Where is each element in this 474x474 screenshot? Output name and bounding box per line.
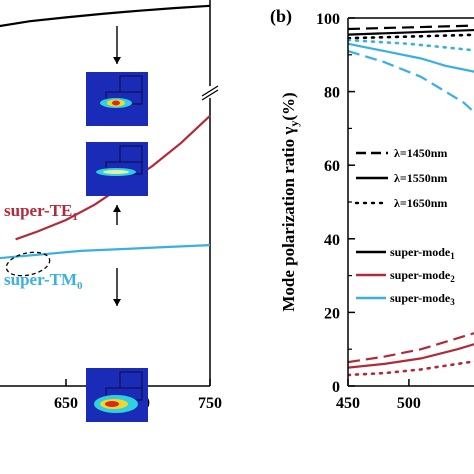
legend-label-subscript: 1 [450,251,455,261]
series-line [348,343,474,369]
x-tick-label: 750 [198,395,222,412]
axis-break-mark [201,89,219,101]
y-tick-label: 80 [324,85,340,102]
mode-profile-inset [86,72,148,126]
axis-break-mark [201,85,219,97]
series-line [0,244,211,260]
arrow-head [113,299,121,306]
series-line [348,24,474,31]
y-tick-label: 40 [324,232,340,249]
crossing-ellipse [5,251,51,277]
arrow-head [113,57,121,64]
annotation-subscript: 0 [77,280,83,292]
y-tick-label: 60 [324,158,340,175]
legend-label: super-mode1 [390,245,455,261]
legend-label: super-mode2 [390,268,455,284]
y-tick-label: 20 [324,305,340,322]
series-line [348,360,474,377]
series-line [348,42,474,73]
legend-label-subscript: 3 [450,297,455,307]
inset-field [105,401,119,407]
series-line [0,4,211,28]
y-tick-label: 0 [332,379,340,396]
inset-field [103,170,129,174]
series-line [348,50,474,114]
panel-b: (b) Mode polarization ratio γy(%) 0 20 40 60 8… [270,6,474,412]
inset-field [112,100,120,106]
inset-background [86,368,148,422]
legend-label-subscript: 2 [450,274,455,284]
series-line [348,28,474,36]
y-axis-title: Mode polarization ratio γy(%) [279,92,301,311]
arrow-head [113,205,121,212]
y-axis-title-subscript: y [287,121,301,127]
y-axis-title-unit: (%) [279,92,298,120]
mode-profile-inset [86,368,148,422]
x-tick-label: 450 [336,395,360,412]
series-line [348,38,474,52]
legend-label: λ=1550nm [394,171,447,185]
x-tick-label: 650 [54,395,78,412]
series-line [348,332,474,364]
annotation-subscript: 1 [72,211,78,223]
panel-label: (b) [270,6,292,27]
y-tick-label: 100 [316,11,340,28]
legend-label: λ=1450nm [394,146,447,160]
annotation-label: super-TM0 [4,270,83,292]
annotation-label: super-TE1 [4,201,78,223]
legend-label: λ=1650nm [394,196,447,210]
series-group [348,24,474,377]
legend-label: super-mode3 [390,291,455,307]
series-line [348,33,474,40]
x-tick-label: 500 [397,395,421,412]
mode-profile-inset [86,142,148,196]
